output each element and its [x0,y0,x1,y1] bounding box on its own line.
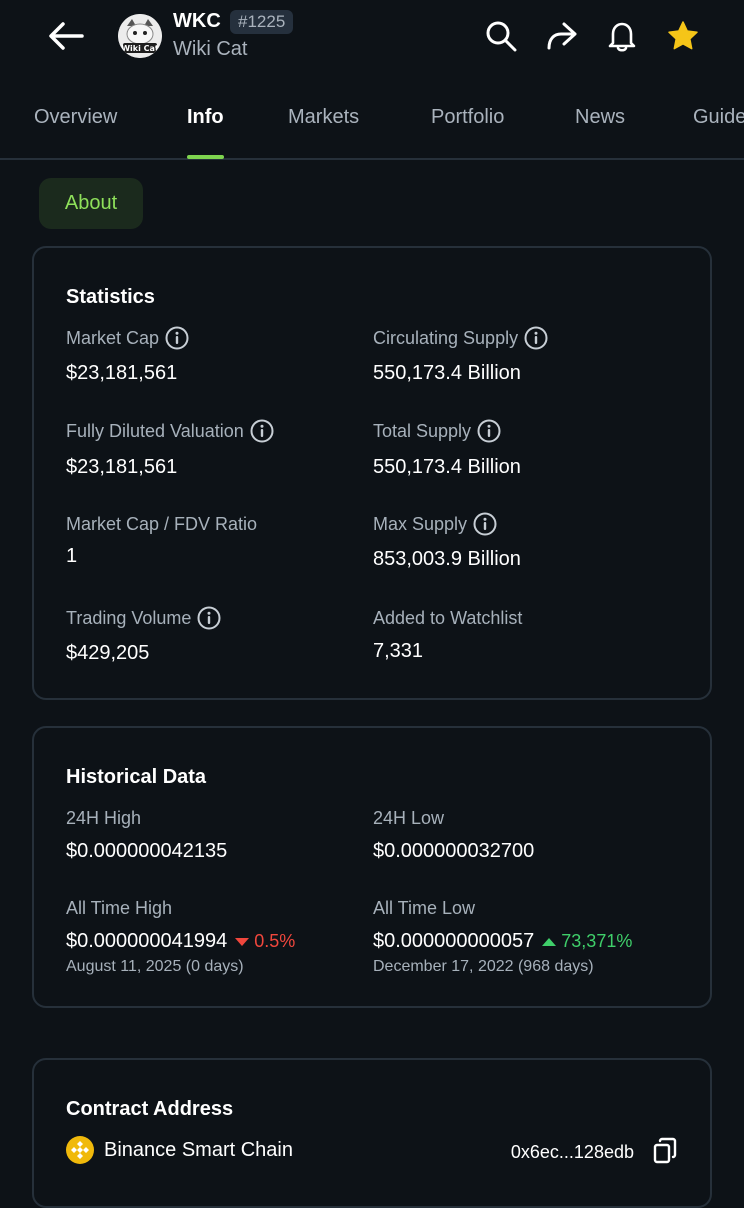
coin-name: Wiki Cat [173,38,248,60]
star-icon [668,21,698,50]
historical-title: Historical Data [66,766,207,788]
bell-icon [608,22,636,52]
fdv-label: Fully Diluted Valuation [66,419,274,443]
contract-title: Contract Address [66,1098,234,1120]
circulating-supply-value: 550,173.4 Billion [373,362,521,384]
market-cap-value: $23,181,561 [66,362,178,384]
coin-symbol: WKC [173,10,221,32]
back-arrow-icon [49,22,84,50]
copy-button[interactable] [650,1136,680,1166]
tab-guide[interactable]: Guide [693,106,744,128]
low-24h-label: 24H Low [373,808,445,828]
fdv-value: $23,181,561 [66,456,178,478]
tab-overview[interactable]: Overview [34,106,118,128]
watchlist-label: Added to Watchlist [373,608,523,628]
copy-icon [653,1137,677,1164]
atl-date: December 17, 2022 (968 days) [373,958,594,975]
atl-label: All Time Low [373,898,476,918]
mc-fdv-ratio-label: Market Cap / FDV Ratio [66,514,258,534]
max-supply-value: 853,003.9 Billion [373,548,521,570]
info-icon[interactable] [473,512,497,536]
statistics-card: Statistics Market Cap $23,181,561 Circul… [32,246,712,700]
notifications-button[interactable] [602,16,642,56]
tab-info[interactable]: Info [187,106,224,128]
chain-name: Binance Smart Chain [104,1138,293,1161]
rank-badge: #1225 [230,10,294,34]
info-icon[interactable] [524,326,548,350]
info-icon[interactable] [197,606,221,630]
circulating-supply-label: Circulating Supply [373,326,548,350]
top-bar: Wiki Cat WKC #1225 Wiki Cat [0,0,744,80]
triangle-down-icon [235,937,250,946]
tab-news[interactable]: News [575,106,626,128]
ath-change: 0.5% [235,931,295,952]
triangle-up-icon [542,937,557,946]
coin-logo: Wiki Cat [118,14,162,58]
market-cap-label: Market Cap [66,326,189,350]
info-icon[interactable] [477,419,501,443]
high-24h-label: 24H High [66,808,142,828]
watchlist-value: 7,331 [373,640,424,662]
trading-volume-value: $429,205 [66,642,150,664]
ath-row: $0.000000041994 0.5% [66,930,295,953]
search-icon [486,21,517,52]
total-supply-label: Total Supply [373,419,501,443]
about-button[interactable]: About [39,178,143,229]
search-button[interactable] [481,16,521,56]
statistics-title: Statistics [66,286,155,308]
total-supply-value: 550,173.4 Billion [373,456,521,478]
ath-date: August 11, 2025 (0 days) [66,958,244,975]
contract-address-value: 0x6ec...128edb [510,1142,634,1162]
share-icon [547,22,577,50]
low-24h-value: $0.000000032700 [373,840,535,862]
max-supply-label: Max Supply [373,512,497,536]
info-icon[interactable] [250,419,274,443]
chain-row: Binance Smart Chain [66,1136,293,1164]
atl-row: $0.000000000057 73,371% [373,930,632,953]
trading-volume-label: Trading Volume [66,606,221,630]
historical-data-card: Historical Data 24H High $0.000000042135… [32,726,712,1008]
contract-address-card: Contract Address Binance Smart Chain 0x6… [32,1058,712,1208]
info-icon[interactable] [165,326,189,350]
back-button[interactable] [44,18,88,54]
atl-change: 73,371% [542,931,632,952]
bnb-icon [66,1136,94,1164]
atl-value: $0.000000000057 [373,930,535,952]
logo-text: Wiki Cat [121,44,159,53]
mc-fdv-ratio-value: 1 [66,545,78,567]
tab-markets[interactable]: Markets [288,106,360,128]
tab-bar: Overview Info Markets Portfolio News Gui… [0,96,744,160]
high-24h-value: $0.000000042135 [66,840,228,862]
tab-portfolio[interactable]: Portfolio [431,106,505,128]
active-tab-indicator [187,155,224,159]
ath-label: All Time High [66,898,173,918]
share-button[interactable] [541,16,581,56]
ath-value: $0.000000041994 [66,930,228,952]
favorite-button[interactable] [663,16,703,56]
